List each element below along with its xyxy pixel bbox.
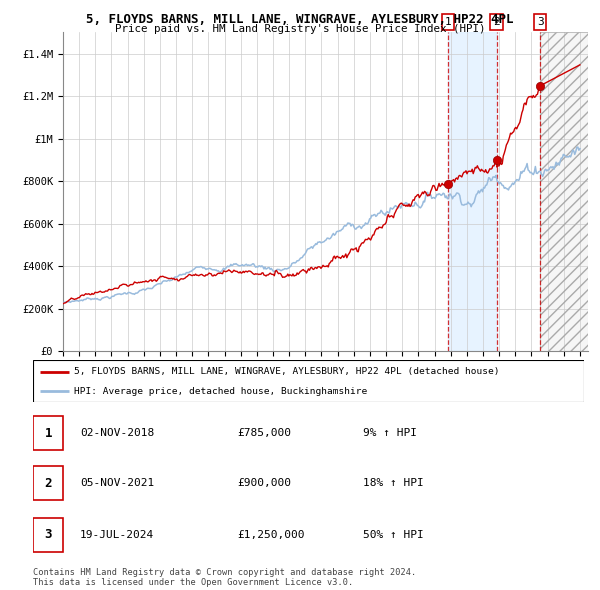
Text: Contains HM Land Registry data © Crown copyright and database right 2024.: Contains HM Land Registry data © Crown c… (33, 568, 416, 576)
Bar (448, 32, 497, 351)
Text: 19-JUL-2024: 19-JUL-2024 (80, 530, 154, 539)
Text: 18% ↑ HPI: 18% ↑ HPI (364, 478, 424, 488)
Text: 9% ↑ HPI: 9% ↑ HPI (364, 428, 418, 438)
Bar (33, 466, 63, 500)
Text: 1: 1 (445, 17, 451, 27)
Text: 1: 1 (44, 427, 52, 440)
Bar (33, 416, 63, 450)
Text: 05-NOV-2021: 05-NOV-2021 (80, 478, 154, 488)
Text: £900,000: £900,000 (237, 478, 291, 488)
Text: 5, FLOYDS BARNS, MILL LANE, WINGRAVE, AYLESBURY, HP22 4PL: 5, FLOYDS BARNS, MILL LANE, WINGRAVE, AY… (86, 13, 514, 26)
Bar (33, 517, 63, 552)
Text: 3: 3 (537, 17, 544, 27)
Text: £785,000: £785,000 (237, 428, 291, 438)
Text: This data is licensed under the Open Government Licence v3.0.: This data is licensed under the Open Gov… (33, 578, 353, 587)
Text: 02-NOV-2018: 02-NOV-2018 (80, 428, 154, 438)
Text: 3: 3 (44, 528, 52, 541)
Text: HPI: Average price, detached house, Buckinghamshire: HPI: Average price, detached house, Buck… (74, 387, 368, 396)
Text: 2: 2 (44, 477, 52, 490)
Bar (540, 32, 588, 351)
Text: Price paid vs. HM Land Registry's House Price Index (HPI): Price paid vs. HM Land Registry's House … (115, 24, 485, 34)
Text: 50% ↑ HPI: 50% ↑ HPI (364, 530, 424, 539)
Text: 5, FLOYDS BARNS, MILL LANE, WINGRAVE, AYLESBURY, HP22 4PL (detached house): 5, FLOYDS BARNS, MILL LANE, WINGRAVE, AY… (74, 368, 500, 376)
Bar (540, 32, 588, 351)
Text: £1,250,000: £1,250,000 (237, 530, 304, 539)
Text: 2: 2 (493, 17, 500, 27)
